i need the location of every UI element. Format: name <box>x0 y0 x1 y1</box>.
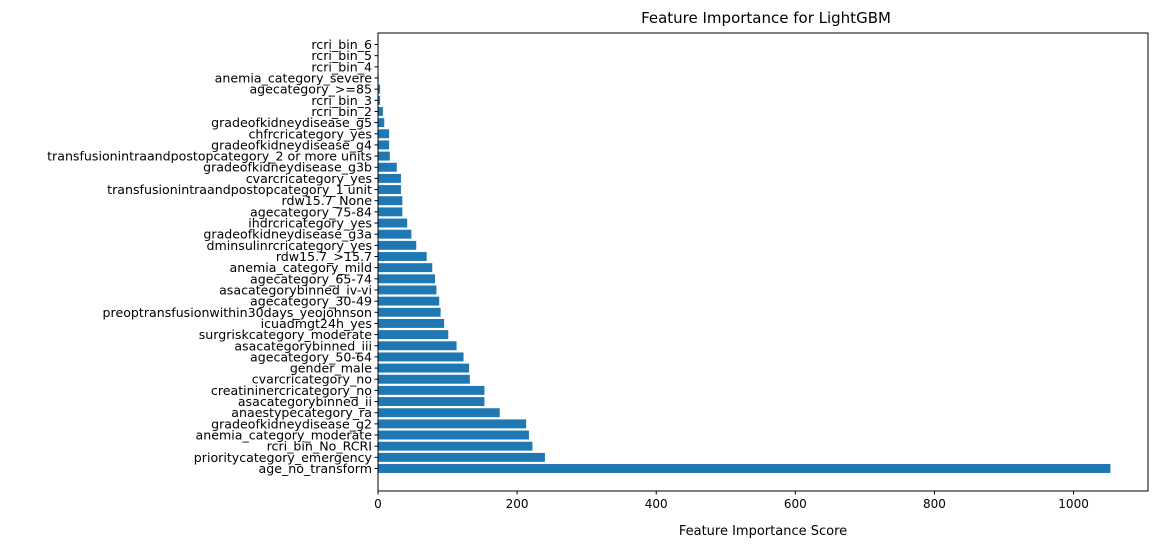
bar <box>378 263 433 273</box>
y-tick-label: agecategory_50-64 <box>250 349 372 364</box>
bar <box>378 185 401 195</box>
y-tick-label: cvarcricategory_no <box>252 372 373 387</box>
chart-title: Feature Importance for LightGBM <box>641 9 891 27</box>
y-tick-label: agecategory_>=85 <box>249 82 372 97</box>
bar <box>378 408 500 418</box>
bar <box>378 274 436 284</box>
bar <box>378 318 445 328</box>
y-tick-label: surgriskcategory_moderate <box>199 327 373 342</box>
y-tick-label: dminsulinrcricategory_yes <box>207 238 372 253</box>
bar <box>378 441 533 451</box>
y-tick-label: asacategorybinned_iv-vi <box>219 282 372 297</box>
x-axis: 0 200 400 600 800 1000 <box>374 491 1089 511</box>
bar <box>378 296 440 306</box>
y-tick-label: preoptransfusionwithin30days_yeojohnson <box>103 305 372 320</box>
x-tick-label: 600 <box>784 497 807 511</box>
y-tick-label: anemia_category_moderate <box>196 428 373 443</box>
bar <box>378 385 485 395</box>
bar <box>378 229 412 239</box>
y-tick-label: anaestypecategory_ra <box>231 405 372 420</box>
y-tick-label: gradeofkidneydisease_g5 <box>211 115 372 130</box>
y-tick-label: transfusionintraandpostopcategory_1 unit <box>107 182 372 197</box>
y-tick-label: prioritycategory_emergency <box>194 450 373 465</box>
y-tick-label: gender_male <box>290 361 372 376</box>
bar <box>378 452 545 462</box>
bar <box>378 129 390 139</box>
y-tick-label: transfusionintraandpostopcategory_2 or m… <box>47 149 372 164</box>
bar <box>378 341 457 351</box>
y-tick-label: age_no_transform <box>259 461 372 476</box>
bar <box>378 162 397 172</box>
y-tick-label: rcri_bin_6 <box>311 37 372 52</box>
bar <box>378 196 403 206</box>
bar <box>378 173 401 183</box>
x-axis-label: Feature Importance Score <box>679 524 847 539</box>
y-tick-label: ihdrcricategory_yes <box>248 216 372 231</box>
y-tick-label: gradeofkidneydisease_g3b <box>203 160 372 175</box>
y-tick-label: agecategory_65-74 <box>250 271 372 286</box>
bar <box>378 140 390 150</box>
x-tick-label: 200 <box>506 497 529 511</box>
y-tick-label: chfrcricategory_yes <box>248 126 372 141</box>
bar <box>378 95 381 105</box>
bar <box>378 307 441 317</box>
y-tick-label: icuadmgt24h_yes <box>261 316 372 331</box>
y-tick-label: gradeofkidneydisease_g4 <box>211 137 372 152</box>
y-tick-label: rcri_bin_No_RCRI <box>267 439 372 454</box>
y-tick-label: anemia_category_severe <box>215 70 373 85</box>
y-tick-label: asacategorybinned_ii <box>238 394 372 409</box>
x-tick-label: 400 <box>645 497 668 511</box>
bar <box>378 151 390 161</box>
y-tick-label: rdw15.7_None <box>282 193 373 208</box>
x-tick-label: 1000 <box>1058 497 1089 511</box>
bar <box>378 430 529 440</box>
bar <box>378 207 403 217</box>
y-tick-label: creatininercricategory_no <box>211 383 372 398</box>
y-tick-label: gradeofkidneydisease_g3a <box>203 227 372 242</box>
y-tick-label: rcri_bin_4 <box>311 59 372 74</box>
bar <box>378 285 437 295</box>
bar <box>378 363 470 373</box>
bar <box>378 352 464 362</box>
bar <box>378 240 417 250</box>
y-tick-label: agecategory_30-49 <box>250 294 372 309</box>
bar <box>378 419 527 429</box>
y-tick-label: asacategorybinned_iii <box>234 338 372 353</box>
y-tick-label: agecategory_75-84 <box>250 204 372 219</box>
y-tick-label: rcri_bin_5 <box>311 48 372 63</box>
bar <box>378 374 470 384</box>
bar <box>378 252 427 261</box>
bar <box>378 330 449 340</box>
y-tick-label: rcri_bin_3 <box>311 93 372 108</box>
y-tick-label: gradeofkidneydisease_g2 <box>211 416 372 431</box>
bar <box>378 84 381 94</box>
bar <box>378 464 1111 473</box>
bar <box>378 218 408 228</box>
x-tick-label: 0 <box>374 497 382 511</box>
y-tick-label: anemia_category_mild <box>230 260 372 275</box>
bars-group <box>378 73 1111 473</box>
bar <box>378 106 383 116</box>
y-tick-label: rcri_bin_2 <box>311 104 372 119</box>
bar <box>378 118 385 128</box>
x-tick-label: 800 <box>923 497 946 511</box>
y-tick-label: cvarcricategory_yes <box>246 171 372 186</box>
axes-frame <box>377 32 1149 492</box>
bar <box>378 397 485 407</box>
y-tick-labels: age_no_transformprioritycategory_emergen… <box>47 37 378 476</box>
y-tick-label: rdw15.7_>15.7 <box>276 249 372 264</box>
